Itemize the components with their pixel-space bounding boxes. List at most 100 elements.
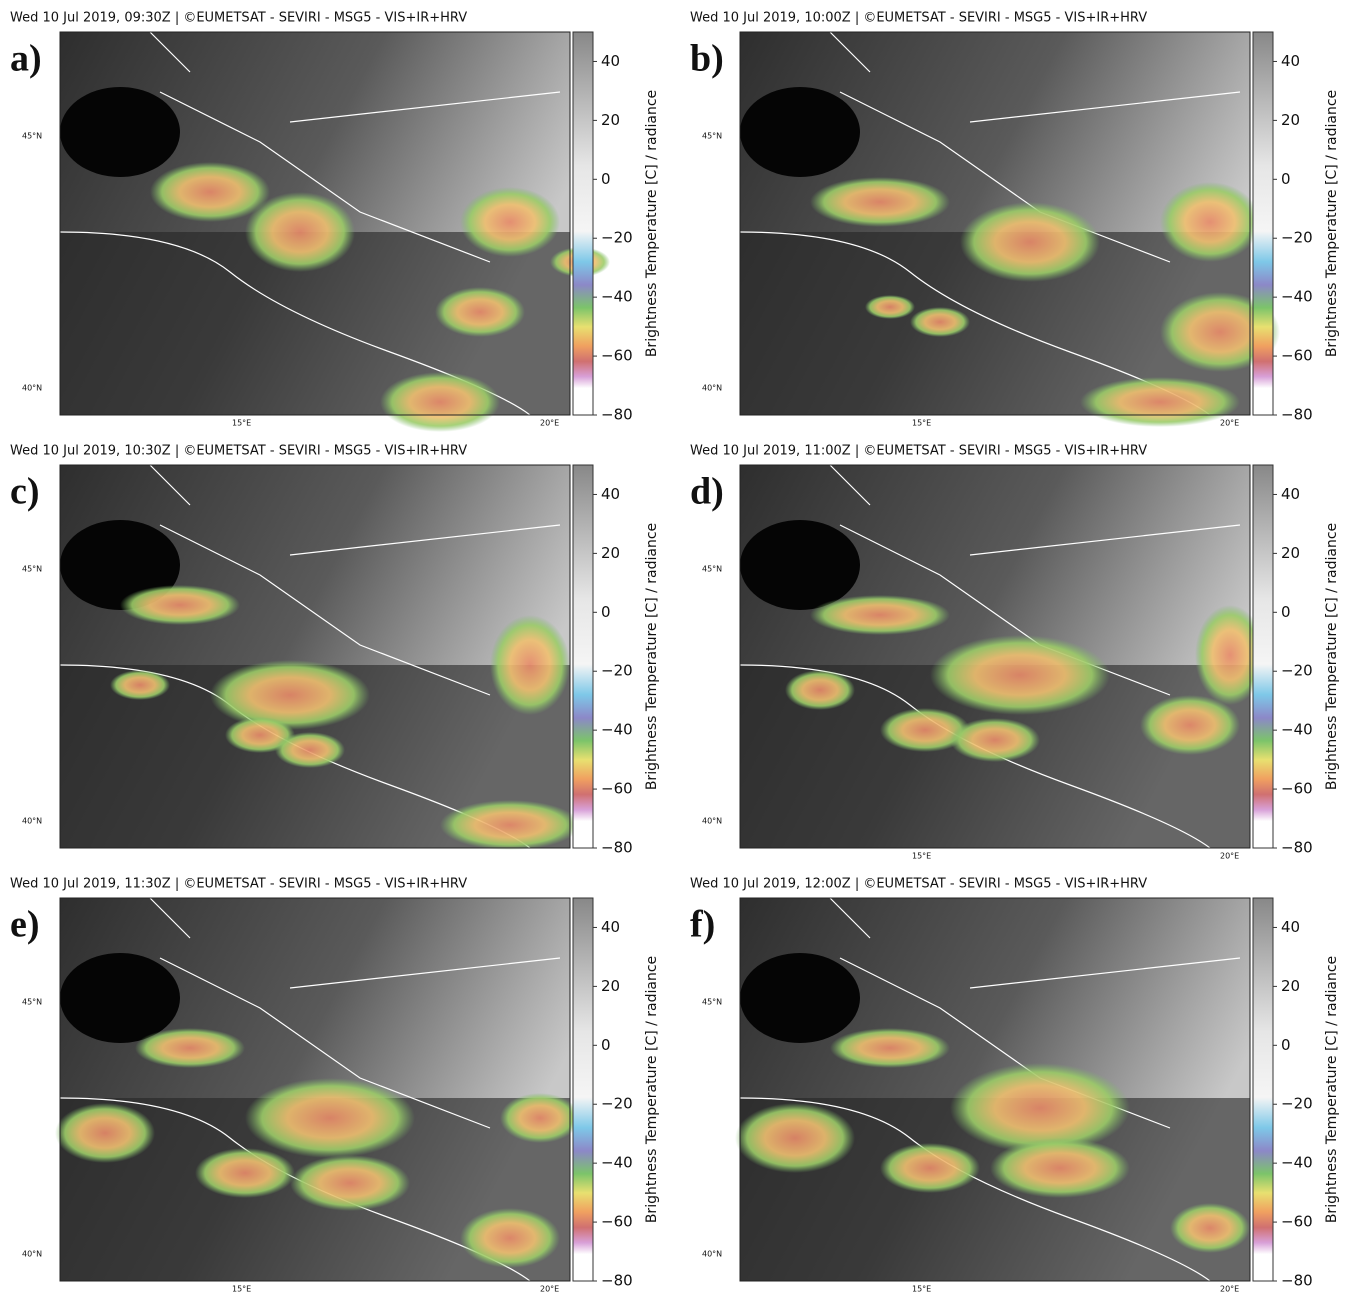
map-frame [739, 31, 1251, 416]
colorbar-tick-label: −80 [1281, 406, 1313, 424]
lon-label: 20°E [1220, 419, 1239, 428]
colorbar-tick-label: −60 [1281, 347, 1313, 365]
storm-cloud [810, 595, 950, 635]
colorbar-tick-label: −40 [1281, 1154, 1313, 1172]
lon-label: 20°E [540, 419, 559, 428]
storm-cloud [950, 1063, 1130, 1153]
storm-cloud [55, 1103, 155, 1163]
lat-label: 45°N [22, 565, 42, 574]
lat-label: 45°N [702, 132, 722, 141]
panel: Wed 10 Jul 2019, 11:00Z | ©EUMETSAT - SE… [690, 444, 1340, 861]
lon-label: 20°E [1220, 852, 1239, 861]
colorbar-tick-label: 0 [601, 603, 611, 621]
colorbar-tick-label: 20 [1281, 977, 1300, 995]
panel-label: e) [10, 904, 40, 946]
colorbar [572, 464, 594, 849]
colorbar-tick-label: −20 [601, 662, 633, 680]
lat-label: 45°N [22, 998, 42, 1007]
panel-label: c) [10, 471, 40, 513]
storm-cloud [150, 162, 270, 222]
lon-label: 15°E [912, 852, 931, 861]
colorbar-tick-label: 0 [1281, 603, 1291, 621]
colorbar-tick-label: −60 [601, 1213, 633, 1231]
colorbar-tick-label: 0 [601, 170, 611, 188]
colorbar-label: Brightness Temperature [C] / radiance [1324, 956, 1340, 1223]
panel: Wed 10 Jul 2019, 10:30Z | ©EUMETSAT - SE… [10, 444, 660, 857]
colorbar-tick-label: 20 [601, 977, 620, 995]
panel-title: Wed 10 Jul 2019, 11:00Z | ©EUMETSAT - SE… [690, 444, 1147, 459]
panel-label: a) [10, 38, 42, 80]
storm-cloud [960, 202, 1100, 282]
storm-cloud [245, 1078, 415, 1158]
colorbar-label: Brightness Temperature [C] / radiance [644, 956, 660, 1223]
lat-label: 40°N [702, 817, 722, 826]
storm-cloud [880, 1143, 980, 1193]
storm-cloud [460, 1208, 560, 1268]
colorbar-tick-label: −20 [601, 229, 633, 247]
lon-label: 20°E [540, 1285, 559, 1292]
panel-label: f) [690, 904, 715, 946]
sea [60, 87, 180, 177]
storm-cloud [110, 670, 170, 700]
lat-label: 45°N [22, 132, 42, 141]
storm-cloud [1195, 605, 1265, 705]
sea [60, 953, 180, 1043]
storm-cloud [990, 1138, 1130, 1198]
storm-cloud [290, 1155, 410, 1211]
panel-label: d) [690, 471, 724, 513]
map-frame [59, 464, 571, 849]
storm-cloud [275, 732, 345, 768]
panel-title: Wed 10 Jul 2019, 12:00Z | ©EUMETSAT - SE… [690, 877, 1147, 892]
storm-cloud [810, 177, 950, 227]
storm-cloud [380, 372, 500, 432]
panel-title: Wed 10 Jul 2019, 10:00Z | ©EUMETSAT - SE… [690, 11, 1147, 26]
colorbar-label: Brightness Temperature [C] / radiance [1324, 90, 1340, 357]
colorbar-tick-label: 20 [1281, 111, 1300, 129]
colorbar [572, 897, 594, 1282]
colorbar-tick-label: −60 [601, 780, 633, 798]
storm-cloud [135, 1028, 245, 1068]
storm-cloud [120, 585, 240, 625]
storm-cloud [195, 1148, 295, 1198]
map-frame [739, 464, 1251, 849]
colorbar-tick-label: 20 [601, 111, 620, 129]
storm-cloud [1140, 695, 1240, 755]
panel-title: Wed 10 Jul 2019, 10:30Z | ©EUMETSAT - SE… [10, 444, 467, 459]
storm-cloud [490, 615, 570, 715]
storm-cloud [930, 635, 1110, 715]
colorbar-tick-label: −20 [1281, 1095, 1313, 1113]
lon-label: 15°E [912, 419, 931, 428]
storm-cloud [785, 670, 855, 710]
storm-cloud [435, 287, 525, 337]
storm-cloud [245, 192, 355, 272]
lat-label: 40°N [22, 384, 42, 393]
panel-title: Wed 10 Jul 2019, 09:30Z | ©EUMETSAT - SE… [10, 11, 467, 26]
lat-label: 45°N [702, 998, 722, 1007]
storm-cloud [865, 295, 915, 319]
storm-cloud [950, 718, 1040, 762]
colorbar-tick-label: 40 [1281, 918, 1300, 936]
coastline [739, 31, 1241, 416]
colorbar-tick-label: −60 [601, 347, 633, 365]
colorbar-tick-label: −80 [601, 406, 633, 424]
colorbar-tick-label: −40 [1281, 288, 1313, 306]
lat-label: 40°N [702, 1250, 722, 1259]
colorbar-tick-label: −60 [1281, 1213, 1313, 1231]
colorbar-tick-label: 20 [1281, 544, 1300, 562]
colorbar-tick-label: −60 [1281, 780, 1313, 798]
colorbar [572, 31, 594, 416]
storm-cloud [880, 708, 970, 752]
panel: Wed 10 Jul 2019, 11:30Z | ©EUMETSAT - SE… [10, 877, 660, 1292]
map-frame [59, 31, 571, 416]
colorbar-tick-label: 40 [601, 485, 620, 503]
storm-cloud [910, 307, 970, 337]
storm-cloud [460, 187, 560, 257]
storm-cloud [210, 660, 370, 730]
storm-cloud [1160, 182, 1260, 262]
colorbar-tick-label: −20 [1281, 662, 1313, 680]
colorbar-tick-label: 40 [1281, 485, 1300, 503]
colorbar-tick-label: 20 [601, 544, 620, 562]
sea [740, 953, 860, 1043]
lon-label: 15°E [232, 1285, 251, 1292]
